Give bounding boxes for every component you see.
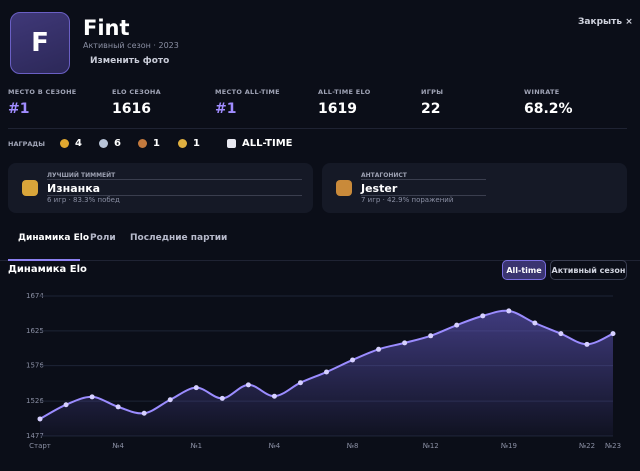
elo-point — [89, 394, 95, 400]
elo-point — [480, 313, 486, 319]
stat-value: 1619 — [318, 101, 357, 117]
elo-point — [610, 331, 616, 337]
card-line — [47, 195, 302, 196]
x-tick-label: №19 — [501, 442, 517, 450]
close-button[interactable]: Закрыть × — [578, 17, 633, 27]
elo-point — [506, 308, 512, 314]
x-tick-label: №8 — [347, 442, 359, 450]
card-name: Jester — [361, 182, 398, 195]
elo-point — [376, 346, 382, 352]
y-tick-label: 1526 — [26, 397, 44, 405]
card-line — [361, 179, 486, 180]
stat-value: 1616 — [112, 101, 151, 117]
stat-value: #1 — [215, 101, 237, 117]
tab[interactable]: Последние партии — [130, 233, 228, 243]
award-icon — [178, 139, 187, 148]
chart-button[interactable]: Активный сезон — [550, 260, 627, 280]
elo-point — [271, 393, 277, 399]
season: Активный сезон · 2023 — [83, 41, 179, 50]
card-line — [361, 195, 486, 196]
elo-point — [324, 369, 329, 375]
elo-point — [193, 385, 199, 391]
award-all-time: ALL-TIME — [227, 138, 293, 149]
avatar[interactable]: F — [10, 12, 70, 74]
card[interactable] — [322, 163, 627, 213]
y-tick-label: 1674 — [26, 292, 44, 300]
player-name: Fint — [83, 16, 130, 40]
elo-point — [584, 341, 590, 347]
award: 4 — [60, 138, 82, 149]
divider — [8, 128, 627, 129]
tab-divider — [0, 260, 640, 261]
stat-label: МЕСТО ALL-TIME — [215, 88, 280, 96]
stat-label: ELO СЕЗОНА — [112, 88, 161, 96]
award-count: 1 — [153, 138, 160, 149]
tab-underline — [8, 259, 80, 261]
card-label: ЛУЧШИЙ ТИММЕЙТ — [47, 172, 116, 179]
stat-value: #1 — [8, 101, 30, 117]
elo-point — [558, 331, 564, 337]
card-meta: 6 игр · 83.3% побед — [47, 196, 120, 204]
chart-title: Динамика Elo — [8, 264, 87, 275]
award-count: 1 — [193, 138, 200, 149]
elo-point — [454, 322, 460, 328]
tab[interactable]: Роли — [90, 233, 116, 243]
stat-value: 22 — [421, 101, 441, 117]
x-tick-label: №22 — [579, 442, 595, 450]
x-tick-label: №4 — [269, 442, 281, 450]
elo-point — [115, 404, 121, 410]
y-tick-label: 1625 — [26, 327, 44, 335]
stat-value: 68.2% — [524, 101, 573, 117]
elo-point — [141, 410, 147, 416]
elo-point — [37, 416, 43, 422]
award-icon — [60, 139, 69, 148]
award: 1 — [138, 138, 160, 149]
elo-point — [167, 397, 173, 403]
elo-point — [532, 320, 538, 326]
stat-label: МЕСТО В СЕЗОНЕ — [8, 88, 77, 96]
elo-point — [297, 380, 303, 386]
change-photo[interactable]: Изменить фото — [90, 56, 170, 66]
tab[interactable]: Динамика Elo — [18, 233, 90, 243]
awards-label: НАГРАДЫ — [8, 140, 45, 148]
stat-label: ИГРЫ — [421, 88, 444, 96]
card-icon — [22, 180, 38, 196]
card-label: АНТАГОНИСТ — [361, 172, 407, 179]
x-tick-label: №12 — [423, 442, 439, 450]
elo-point — [63, 402, 69, 408]
x-tick-label: №23 — [605, 442, 621, 450]
crown-icon — [227, 139, 236, 148]
elo-point — [428, 333, 434, 339]
y-tick-label: 1477 — [26, 432, 44, 440]
x-tick-label: Старт — [29, 442, 51, 450]
y-tick-label: 1576 — [26, 362, 44, 370]
award-count: 6 — [114, 138, 121, 149]
award: 1 — [178, 138, 200, 149]
elo-point — [350, 357, 356, 363]
award-count: 4 — [75, 138, 82, 149]
award-icon — [99, 139, 108, 148]
stat-label: ALL-TIME ELO — [318, 88, 371, 96]
stat-label: WINRATE — [524, 88, 560, 96]
elo-point — [402, 340, 408, 346]
award: 6 — [99, 138, 121, 149]
x-tick-label: №1 — [190, 442, 202, 450]
card-meta: 7 игр · 42.9% поражений — [361, 196, 454, 204]
card-line — [47, 179, 302, 180]
award-icon — [138, 139, 147, 148]
chart-button[interactable]: All-time — [502, 260, 546, 280]
card-name: Изнанка — [47, 182, 101, 195]
card-icon — [336, 180, 352, 196]
elo-point — [219, 395, 225, 401]
x-tick-label: №4 — [112, 442, 124, 450]
elo-point — [245, 382, 251, 388]
card[interactable] — [8, 163, 313, 213]
all-time-label: ALL-TIME — [242, 138, 293, 149]
